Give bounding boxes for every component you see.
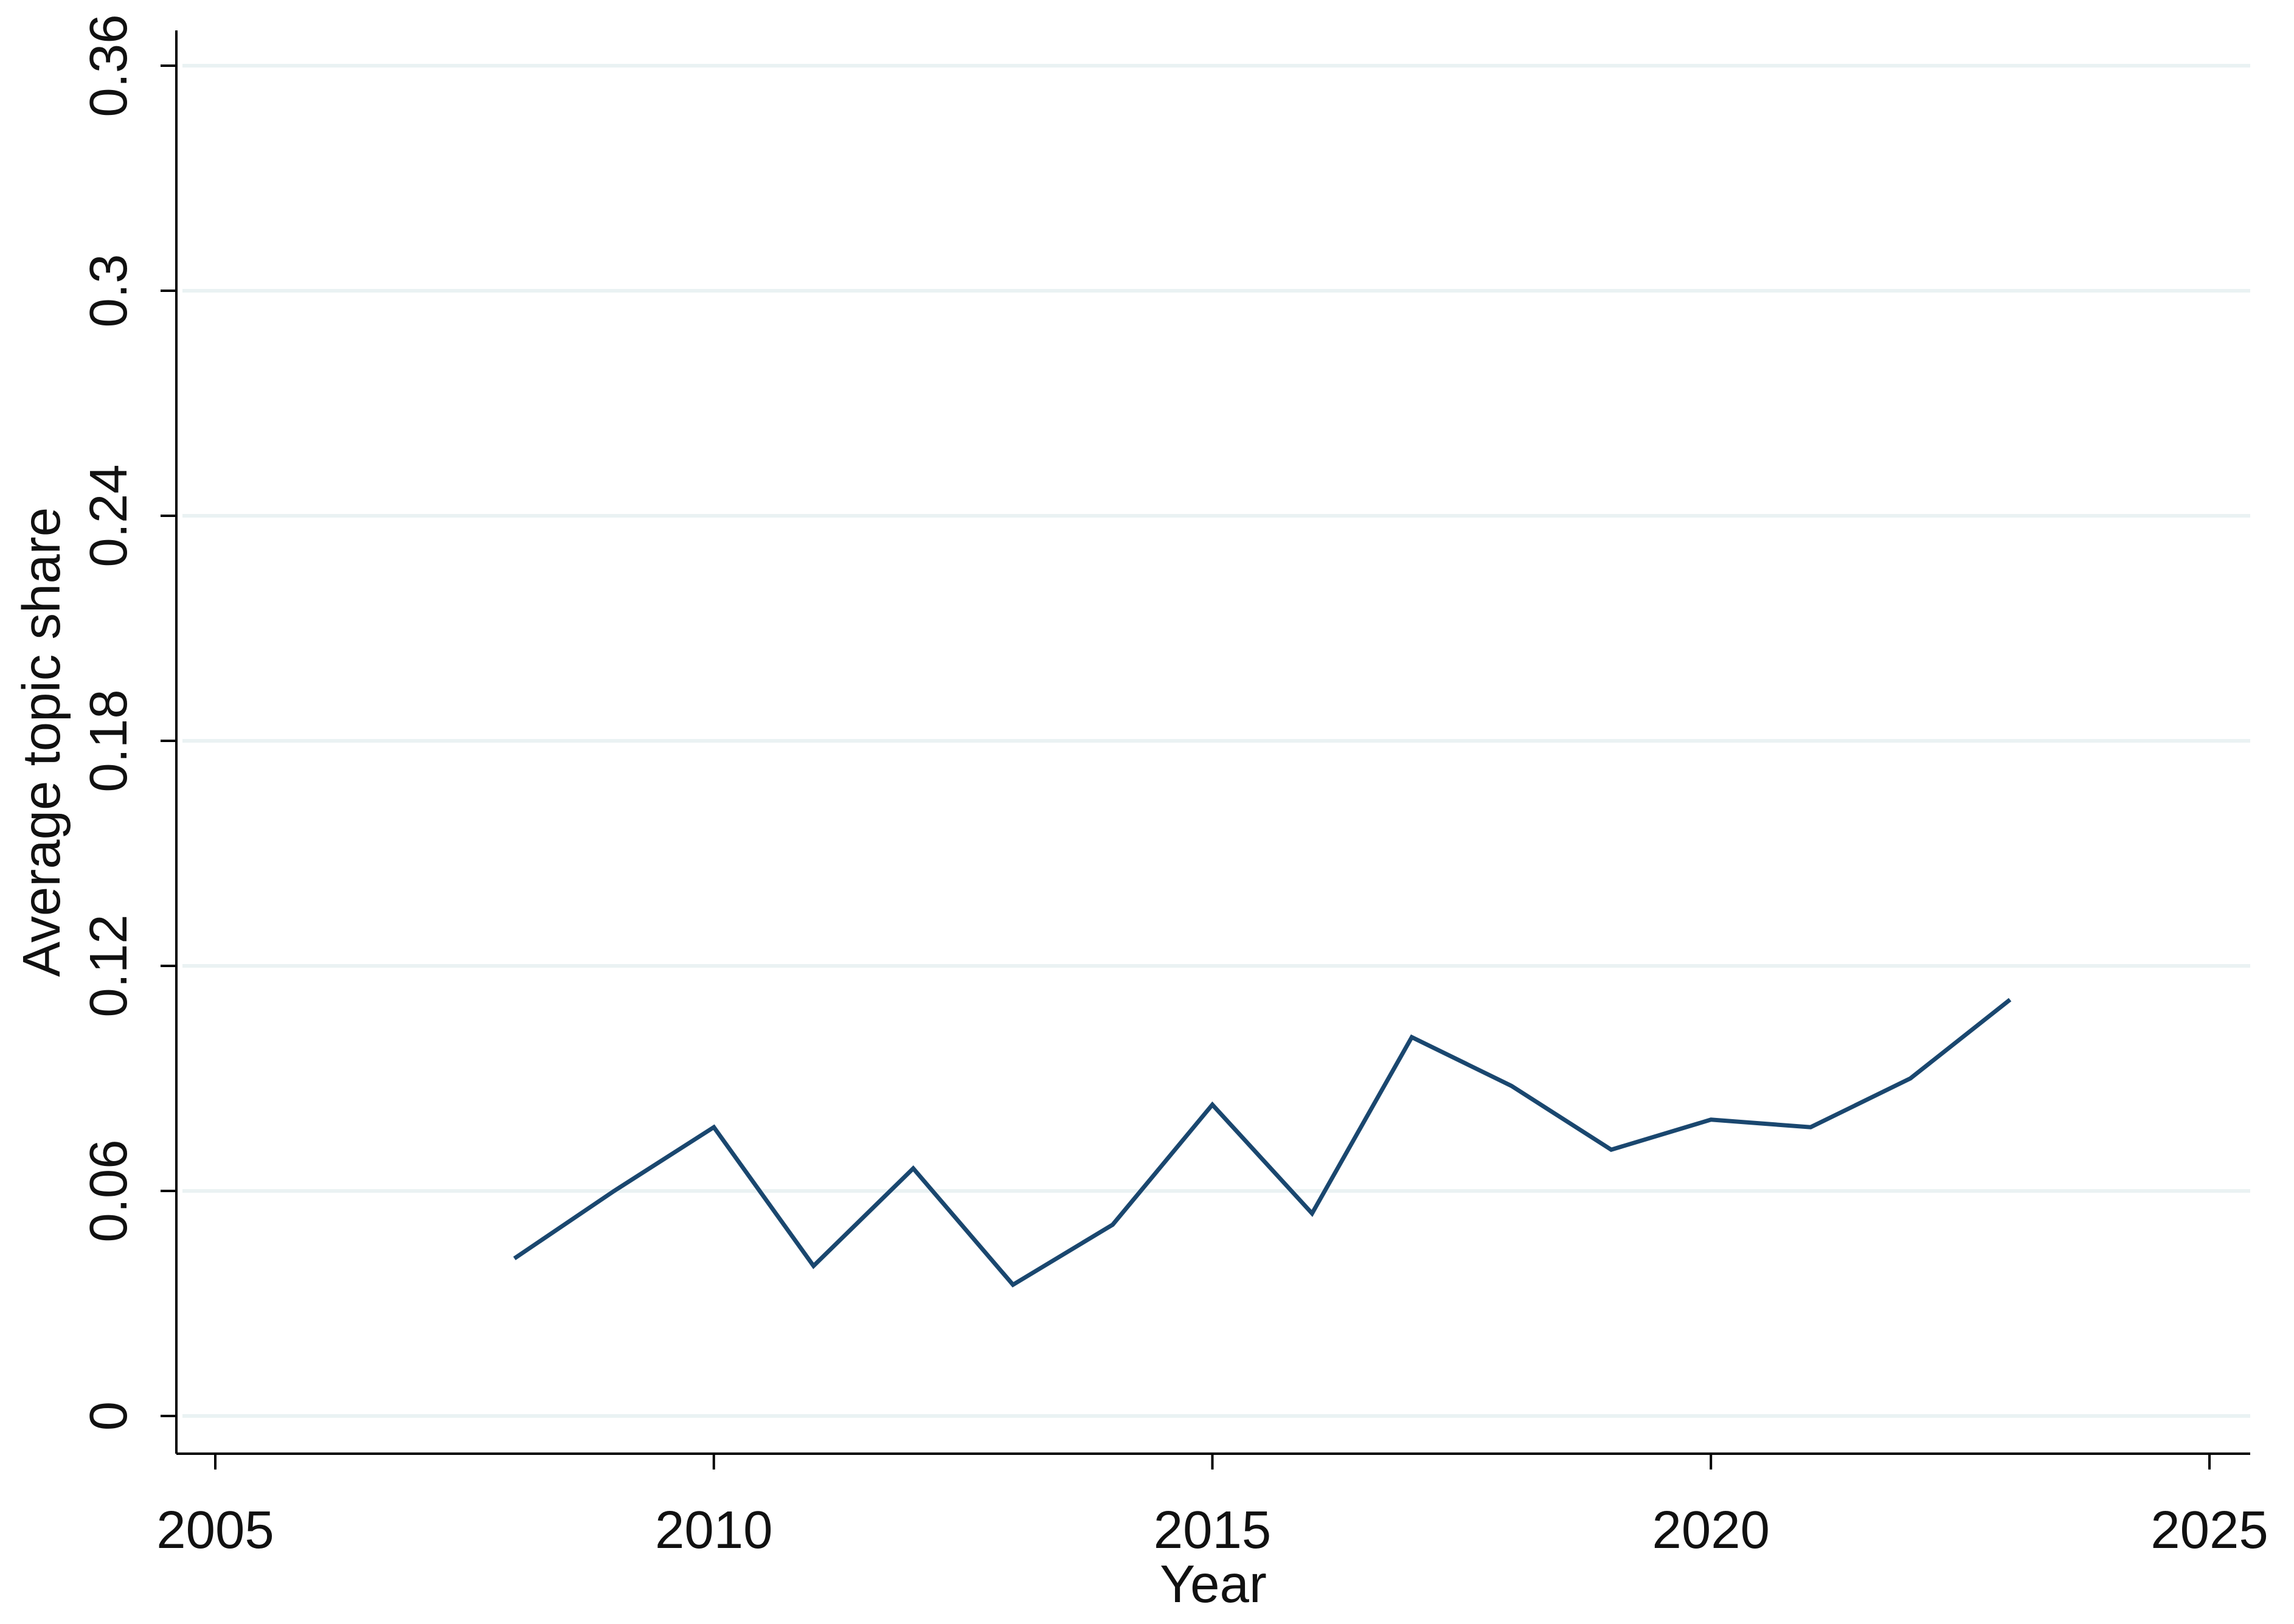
x-axis-title: Year [1160, 1555, 1267, 1614]
x-tick-label: 2005 [156, 1501, 274, 1560]
y-axis-title: Average topic share [12, 507, 71, 977]
y-tick-label: 0.36 [79, 14, 138, 117]
y-tick-label: 0.06 [79, 1139, 138, 1242]
x-tick-label: 2025 [2150, 1501, 2268, 1560]
x-tick-label: 2020 [1652, 1501, 1770, 1560]
series [515, 1000, 2010, 1285]
y-axis-ticks: 0 0.06 0.12 0.18 0.24 0.3 0.36 [79, 14, 176, 1431]
series-line [515, 1000, 2010, 1285]
gridlines [182, 66, 2250, 1416]
y-tick-label: 0.24 [79, 464, 138, 567]
x-tick-label: 2010 [655, 1501, 773, 1560]
x-tick-label: 2015 [1154, 1501, 1272, 1560]
y-tick-label: 0.18 [79, 689, 138, 792]
y-tick-label: 0.3 [79, 254, 138, 328]
y-tick-label: 0 [79, 1401, 138, 1431]
x-axis-ticks: 2005 2010 2015 2020 2025 [156, 1454, 2268, 1560]
y-tick-label: 0.12 [79, 914, 138, 1017]
